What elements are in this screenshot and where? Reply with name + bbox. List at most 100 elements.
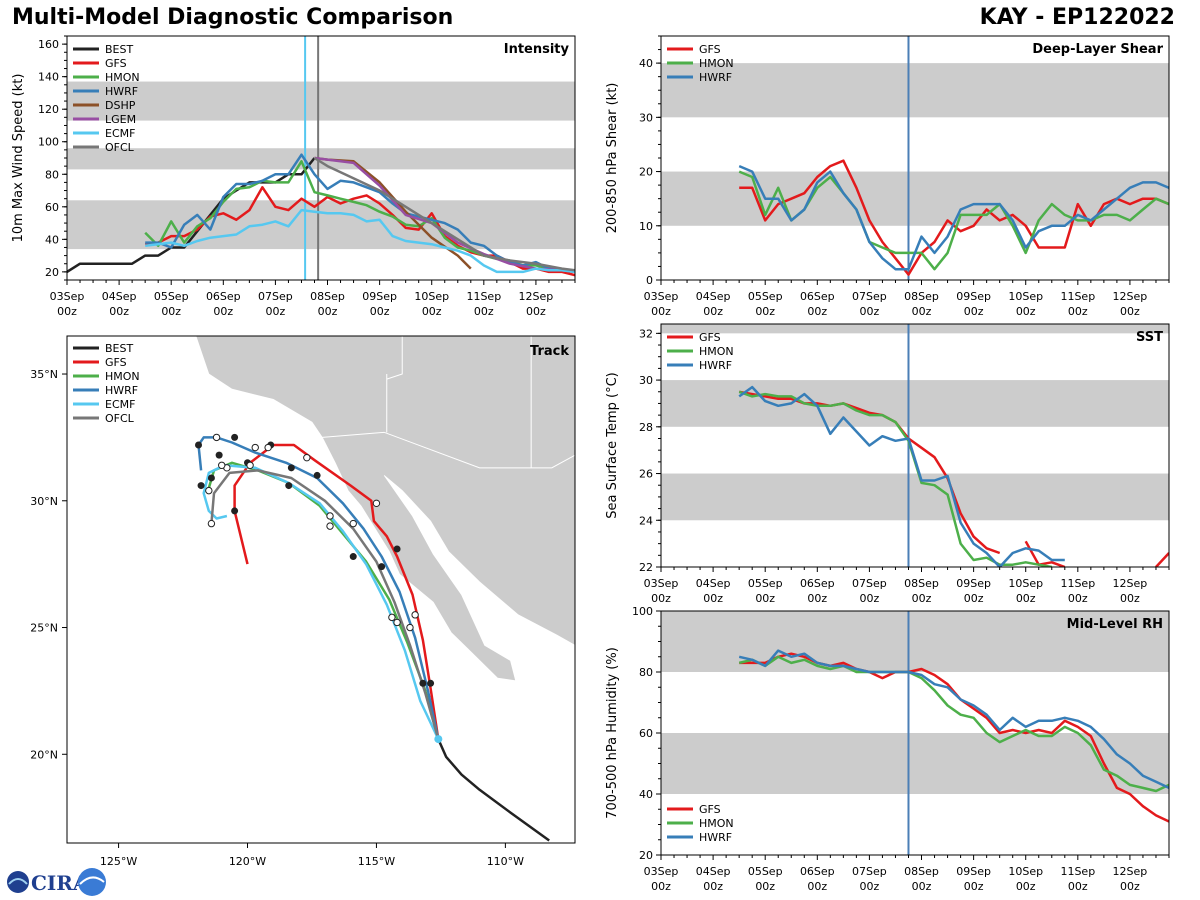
track-marker-open <box>246 461 254 469</box>
y-tick-label: 0 <box>646 274 653 287</box>
track-marker-filled <box>207 474 215 482</box>
panel-title: Track <box>530 344 569 359</box>
y-tick-label: 40 <box>639 788 653 801</box>
x-tick-label: 10Sep <box>1008 577 1043 590</box>
x-tick-label: 07Sep <box>852 290 887 303</box>
y-tick-label: 10 <box>639 220 653 233</box>
x-tick-sublabel: 00z <box>57 305 77 318</box>
track-start-marker <box>434 735 443 744</box>
track-marker-open <box>349 519 357 528</box>
series-hwrf <box>738 649 1169 790</box>
legend-label-hwrf: HWRF <box>105 384 138 397</box>
x-tick-sublabel: 00z <box>1068 305 1088 318</box>
x-tick-sublabel: 00z <box>964 880 984 893</box>
x-tick-label: 05Sep <box>154 290 189 303</box>
track-marker-filled <box>285 482 293 490</box>
map-frame <box>66 335 576 844</box>
x-tick-sublabel: 00z <box>912 880 932 893</box>
y-tick-label: 40 <box>45 233 59 246</box>
x-tick-label: 07Sep <box>852 865 887 878</box>
track-marker-open <box>326 522 334 530</box>
legend-label-ofcl: OFCL <box>105 412 135 425</box>
legend-label-hwrf: HWRF <box>699 831 732 844</box>
panel-shear: 0 10 20 30 40 03Sep 00z 04Sep 00z 05Sep 00z 06Sep 00… <box>605 35 1170 318</box>
x-tick-label: 09Sep <box>956 865 991 878</box>
panel-title: Deep-Layer Shear <box>1032 42 1163 57</box>
y-tick-label: 32 <box>639 327 653 340</box>
land-mass <box>195 336 575 682</box>
x-tick-sublabel: 00z <box>213 305 233 318</box>
track-marker-open <box>218 461 226 469</box>
y-tick-label: 120 <box>38 103 59 116</box>
y-tick-label: 26 <box>639 468 653 481</box>
lon-tick-label: 115°W <box>358 855 395 868</box>
y-tick-label: 80 <box>45 168 59 181</box>
x-tick-label: 10Sep <box>414 290 449 303</box>
x-tick-label: 11Sep <box>466 290 501 303</box>
x-tick-sublabel: 00z <box>651 880 671 893</box>
track-marker-open <box>393 618 401 627</box>
x-tick-label: 08Sep <box>904 290 939 303</box>
track-marker-open <box>264 443 272 452</box>
x-tick-label: 04Sep <box>102 290 137 303</box>
x-tick-label: 04Sep <box>696 577 731 590</box>
track-marker-open <box>411 611 419 619</box>
track-marker-open <box>205 486 213 495</box>
x-tick-label: 11Sep <box>1060 290 1095 303</box>
y-tick-label: 20 <box>45 266 59 279</box>
track-best <box>437 738 550 842</box>
x-tick-label: 05Sep <box>748 290 783 303</box>
legend-label-hwrf: HWRF <box>105 85 138 98</box>
y-tick-label: 30 <box>639 374 653 387</box>
y-axis-label: 200-850 hPa Shear (kt) <box>605 83 620 234</box>
y-axis-label: Sea Surface Temp (°C) <box>605 372 620 519</box>
y-tick-label: 22 <box>639 561 653 574</box>
panel-rh: 20 40 60 80 100 03Sep 00z 04Sep 00z 05Sep 00z 06Sep… <box>605 605 1170 893</box>
x-tick-sublabel: 00z <box>370 305 390 318</box>
x-tick-sublabel: 00z <box>318 305 338 318</box>
track-marker-filled <box>197 482 205 490</box>
x-tick-label: 08Sep <box>904 865 939 878</box>
legend-label-best: BEST <box>105 342 133 355</box>
x-tick-label: 10Sep <box>1008 865 1043 878</box>
x-tick-sublabel: 00z <box>755 305 775 318</box>
x-tick-sublabel: 00z <box>964 592 984 605</box>
x-tick-sublabel: 00z <box>651 592 671 605</box>
series-gfs2 <box>1024 540 1066 567</box>
track-marker-filled <box>419 679 427 687</box>
legend-label-hwrf: HWRF <box>699 359 732 372</box>
legend-label-gfs: GFS <box>105 57 127 70</box>
x-tick-sublabel: 00z <box>1120 305 1140 318</box>
x-tick-sublabel: 00z <box>1068 880 1088 893</box>
y-tick-label: 60 <box>45 201 59 214</box>
x-tick-sublabel: 00z <box>964 305 984 318</box>
y-tick-label: 140 <box>38 71 59 84</box>
x-tick-label: 12Sep <box>1113 865 1148 878</box>
x-tick-sublabel: 00z <box>755 592 775 605</box>
us-mexico-border <box>322 431 575 469</box>
legend-label-gfs: GFS <box>699 803 721 816</box>
series-ofcl <box>313 156 575 272</box>
x-tick-sublabel: 00z <box>860 305 880 318</box>
panel-title: SST <box>1136 330 1163 345</box>
x-tick-sublabel: 00z <box>526 305 546 318</box>
x-tick-label: 05Sep <box>748 865 783 878</box>
lat-tick-label: 30°N <box>30 495 58 508</box>
x-tick-sublabel: 00z <box>474 305 494 318</box>
legend-label-hmon: HMON <box>105 71 140 84</box>
series-hmon <box>738 655 1169 793</box>
track-marker-filled <box>195 441 203 449</box>
x-tick-label: 05Sep <box>748 577 783 590</box>
legend-label-hmon: HMON <box>699 57 734 70</box>
track-marker-open <box>406 623 414 632</box>
x-tick-sublabel: 00z <box>912 592 932 605</box>
y-tick-label: 20 <box>639 166 653 179</box>
x-tick-label: 03Sep <box>644 290 679 303</box>
x-tick-label: 08Sep <box>310 290 345 303</box>
x-tick-label: 06Sep <box>206 290 241 303</box>
panel-track: 125°W 120°W 115°W 110°W 20°N 25°N 30°N 35°N Trac… <box>30 335 576 868</box>
y-tick-label: 80 <box>639 666 653 679</box>
x-tick-sublabel: 00z <box>1016 592 1036 605</box>
track-hmon <box>207 461 440 740</box>
